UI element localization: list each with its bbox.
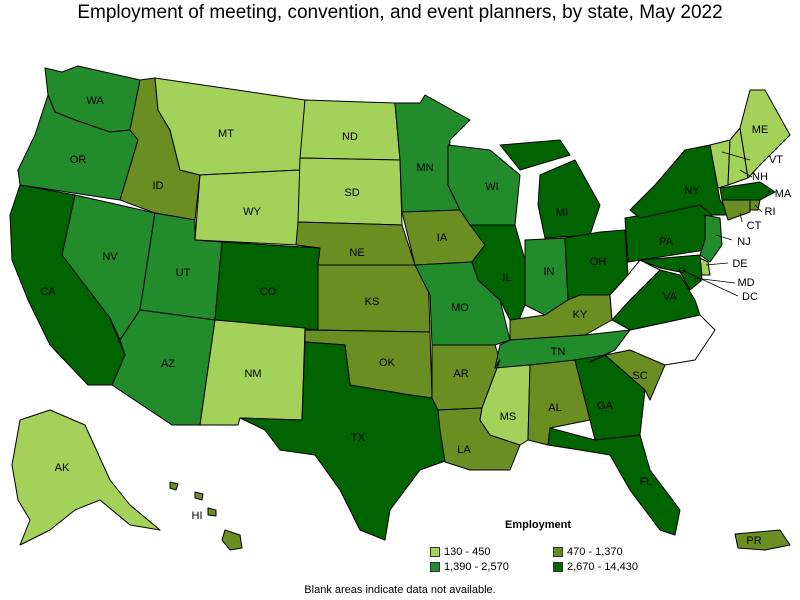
- state-label-nv: NV: [102, 251, 118, 263]
- map-title: Employment of meeting, convention, and e…: [77, 2, 723, 23]
- state-MI[interactable]: [499, 139, 601, 239]
- legend-item-2: 470 - 1,370: [553, 546, 623, 558]
- state-label-ne: NE: [349, 247, 364, 259]
- state-label-ri: RI: [765, 206, 776, 218]
- state-label-wi: WI: [485, 181, 498, 193]
- state-label-ma: MA: [775, 188, 792, 200]
- state-label-tx: TX: [351, 432, 366, 444]
- state-MA[interactable]: [719, 181, 776, 201]
- state-label-al: AL: [548, 402, 561, 414]
- state-FL[interactable]: [547, 427, 681, 536]
- state-label-pr: PR: [746, 535, 761, 547]
- legend-label-3: 1,390 - 2,570: [444, 561, 509, 573]
- state-label-ak: AK: [55, 462, 70, 474]
- state-label-me: ME: [752, 124, 769, 136]
- state-ME[interactable]: [739, 89, 791, 179]
- state-label-ar: AR: [453, 368, 468, 380]
- state-MT[interactable]: [154, 77, 306, 176]
- state-WV[interactable]: [609, 259, 661, 321]
- state-AK[interactable]: [11, 409, 161, 546]
- state-label-leaders: [681, 151, 771, 297]
- state-label-hi: HI: [192, 510, 203, 522]
- state-label-ia: IA: [437, 232, 448, 244]
- state-label-nh: NH: [752, 171, 768, 183]
- state-label-mi: MI: [556, 207, 568, 219]
- legend-item-3: 1,390 - 2,570: [430, 561, 509, 573]
- state-label-ny: NY: [684, 185, 700, 197]
- state-label-ca: CA: [40, 286, 56, 298]
- state-label-de: DE: [732, 258, 747, 270]
- state-TX[interactable]: [239, 341, 449, 541]
- state-label-sc: SC: [632, 370, 647, 382]
- state-label-mo: MO: [451, 302, 469, 314]
- legend-swatch-2: [553, 547, 563, 557]
- legend-swatch-3: [430, 562, 440, 572]
- state-label-wa: WA: [86, 95, 104, 107]
- state-label-oh: OH: [590, 256, 607, 268]
- legend-swatch-4: [553, 562, 563, 572]
- state-CT[interactable]: [721, 199, 751, 221]
- state-label-ct: CT: [747, 220, 762, 232]
- state-label-id: ID: [153, 180, 164, 192]
- state-label-sd: SD: [344, 187, 359, 199]
- legend-label-2: 470 - 1,370: [567, 546, 623, 558]
- state-IL[interactable]: [469, 224, 526, 331]
- state-PR[interactable]: [734, 529, 791, 551]
- state-label-nd: ND: [342, 131, 358, 143]
- footnote: Blank areas indicate data not available.: [304, 584, 496, 596]
- state-label-nm: NM: [244, 368, 261, 380]
- state-label-vt: VT: [769, 154, 783, 166]
- state-label-ks: KS: [365, 296, 380, 308]
- state-label-co: CO: [260, 286, 277, 298]
- state-label-md: MD: [737, 277, 754, 289]
- state-label-wy: WY: [243, 206, 261, 218]
- state-label-va: VA: [663, 291, 678, 303]
- legend-swatch-1: [430, 547, 440, 557]
- state-label-dc: DC: [742, 291, 758, 303]
- state-label-pa: PA: [659, 236, 674, 248]
- state-MD[interactable]: [639, 254, 703, 291]
- state-label-ok: OK: [379, 357, 396, 369]
- state-label-mt: MT: [218, 128, 234, 140]
- state-label-nj: NJ: [737, 236, 750, 248]
- state-NJ[interactable]: [699, 214, 723, 263]
- state-label-in: IN: [544, 266, 555, 278]
- legend-title: Employment: [505, 519, 572, 531]
- state-label-ms: MS: [500, 411, 517, 423]
- state-label-ky: KY: [573, 309, 588, 321]
- state-label-ut: UT: [176, 267, 191, 279]
- state-label-az: AZ: [161, 358, 175, 370]
- legend-item-1: 130 - 450: [430, 546, 490, 558]
- legend-label-4: 2,670 - 14,430: [567, 561, 638, 573]
- state-HI[interactable]: [169, 481, 243, 551]
- state-label-ga: GA: [597, 400, 614, 412]
- legend-item-4: 2,670 - 14,430: [553, 561, 638, 573]
- state-label-mn: MN: [416, 162, 433, 174]
- state-NC[interactable]: [589, 314, 716, 366]
- state-label-la: LA: [457, 444, 471, 456]
- state-label-il: IL: [502, 272, 511, 284]
- state-label-or: OR: [70, 154, 87, 166]
- legend-label-1: 130 - 450: [444, 546, 491, 558]
- state-label-tn: TN: [551, 346, 566, 358]
- state-KS[interactable]: [317, 264, 431, 333]
- state-label-fl: FL: [640, 476, 653, 488]
- state-labels: WA OR CA NV ID MT WY UT AZ CO NM ND SD NE KS OK TX MN IA MO…: [40, 95, 792, 547]
